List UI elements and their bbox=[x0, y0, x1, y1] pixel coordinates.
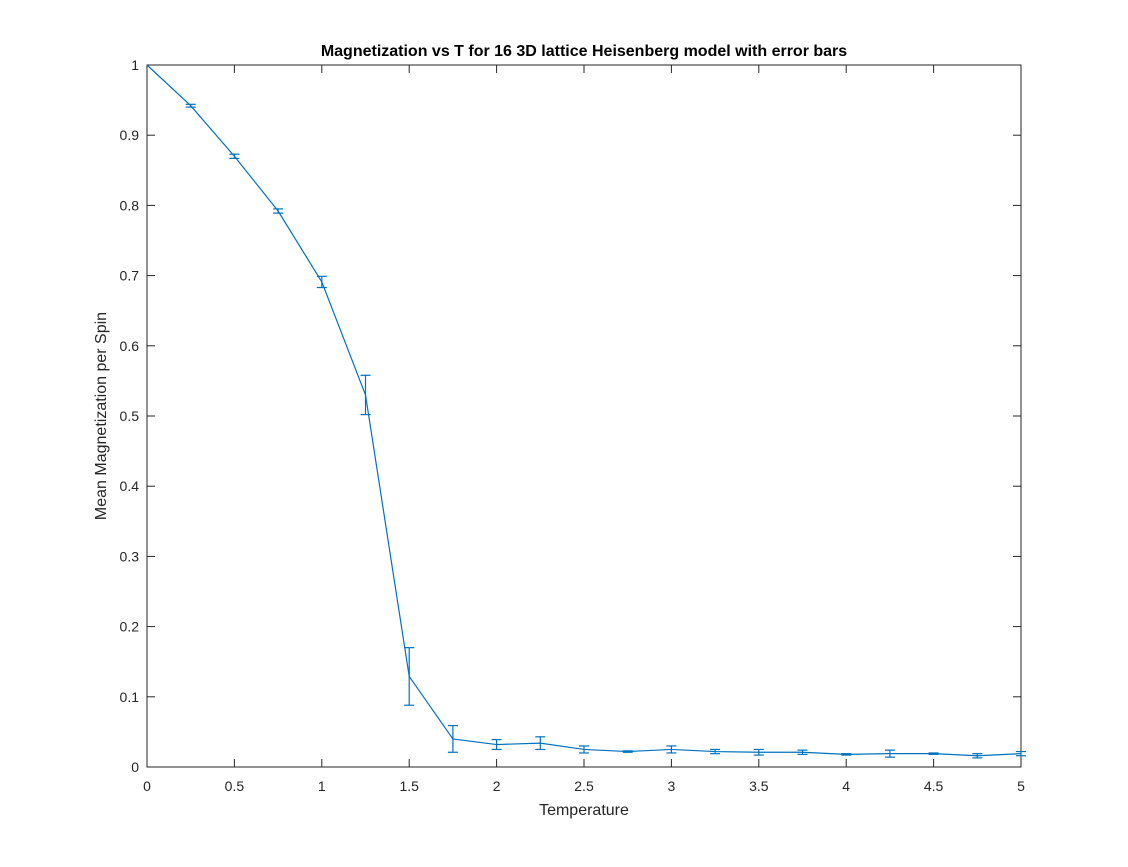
chart-title: Magnetization vs T for 16 3D lattice Hei… bbox=[321, 43, 847, 60]
x-tick-label: 5 bbox=[1017, 778, 1025, 794]
error-bar bbox=[491, 739, 502, 751]
error-bar bbox=[972, 753, 983, 759]
y-tick-label: 1 bbox=[131, 57, 139, 73]
x-axis: 0 0.5 1 1.5 2 2.5 3 3.5 4 4.5 5 bbox=[143, 65, 1025, 794]
error-bar bbox=[579, 745, 589, 754]
error-bar bbox=[273, 208, 284, 214]
x-tick-label: 3 bbox=[668, 778, 676, 794]
x-tick-label: 1.5 bbox=[399, 778, 419, 794]
error-bar bbox=[710, 748, 721, 755]
error-bar bbox=[666, 745, 677, 754]
x-tick-label: 1 bbox=[318, 778, 326, 794]
y-tick-label: 0.1 bbox=[120, 689, 140, 705]
y-tick-label: 0.5 bbox=[120, 408, 140, 424]
x-tick-label: 3.5 bbox=[749, 778, 769, 794]
y-tick-label: 0.8 bbox=[120, 197, 140, 213]
error-bar bbox=[928, 752, 939, 755]
error-bar bbox=[753, 748, 764, 756]
y-axis: 0 0.1 0.2 0.3 0.4 0.5 0.6 0.7 0.8 0.9 1 bbox=[120, 57, 1021, 775]
y-tick-label: 0.7 bbox=[120, 268, 140, 284]
y-tick-label: 0 bbox=[131, 759, 139, 775]
x-tick-label: 4.5 bbox=[924, 778, 944, 794]
y-tick-label: 0.9 bbox=[120, 127, 140, 143]
error-bar bbox=[797, 749, 808, 755]
y-tick-label: 0.3 bbox=[120, 548, 140, 564]
y-axis-label: Mean Magnetization per Spin bbox=[93, 312, 110, 520]
error-bar bbox=[1016, 750, 1026, 757]
x-tick-label: 0 bbox=[143, 778, 151, 794]
plot-frame bbox=[146, 64, 1022, 768]
y-tick-label: 0.4 bbox=[120, 478, 140, 494]
y-tick-label: 0.6 bbox=[120, 338, 140, 354]
x-tick-label: 2.5 bbox=[574, 778, 594, 794]
error-bar bbox=[535, 736, 546, 751]
error-bar bbox=[884, 749, 895, 758]
x-tick-label: 4 bbox=[842, 778, 850, 794]
error-bar bbox=[404, 647, 415, 706]
error-bar bbox=[185, 103, 196, 108]
series-group bbox=[146, 64, 1026, 759]
plot-area bbox=[146, 64, 1022, 768]
x-tick-label: 2 bbox=[493, 778, 501, 794]
error-bar bbox=[622, 750, 633, 753]
x-tick-label: 0.5 bbox=[225, 778, 245, 794]
error-bar bbox=[841, 753, 852, 756]
error-bar bbox=[316, 275, 327, 289]
y-tick-label: 0.2 bbox=[120, 619, 140, 635]
error-bar bbox=[447, 724, 458, 753]
x-axis-label: Temperature bbox=[539, 802, 629, 819]
error-bar bbox=[360, 374, 371, 416]
error-bar bbox=[229, 153, 240, 159]
